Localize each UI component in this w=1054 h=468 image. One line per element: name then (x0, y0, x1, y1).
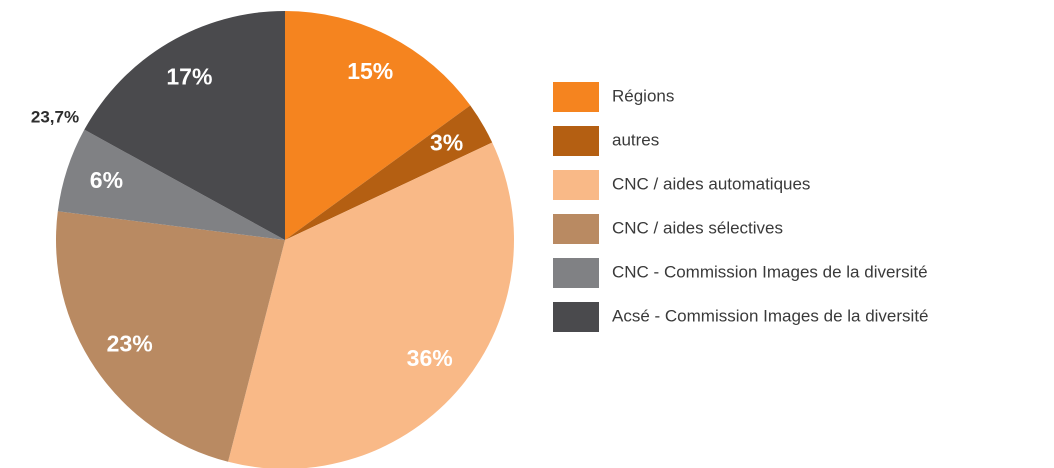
legend-swatch (553, 214, 599, 244)
legend-swatch (553, 82, 599, 112)
legend-label: Régions (612, 86, 674, 105)
pie-slice (285, 11, 471, 240)
value-label: 23% (107, 331, 153, 357)
value-label: 36% (407, 345, 453, 371)
legend-label: autres (612, 130, 659, 149)
pie-slice (285, 105, 493, 240)
value-label: 6% (90, 167, 123, 193)
legend-label: CNC - Commission Images de la diversité (612, 262, 928, 281)
pie-slice (56, 211, 285, 462)
pie-slice (84, 11, 285, 240)
value-label: 15% (347, 58, 393, 84)
value-label: 17% (166, 63, 212, 89)
pie-slice (228, 142, 514, 468)
legend-swatch (553, 170, 599, 200)
legend-swatch (553, 302, 599, 332)
annotation: 23,7% (31, 107, 79, 126)
legend-label: CNC / aides sélectives (612, 218, 783, 237)
legend-swatch (553, 258, 599, 288)
legend-swatch (553, 126, 599, 156)
pie-slice (57, 129, 286, 240)
value-label: 3% (430, 129, 463, 155)
legend-label: CNC / aides automatiques (612, 174, 810, 193)
legend-label: Acsé - Commission Images de la diversité (612, 306, 929, 325)
